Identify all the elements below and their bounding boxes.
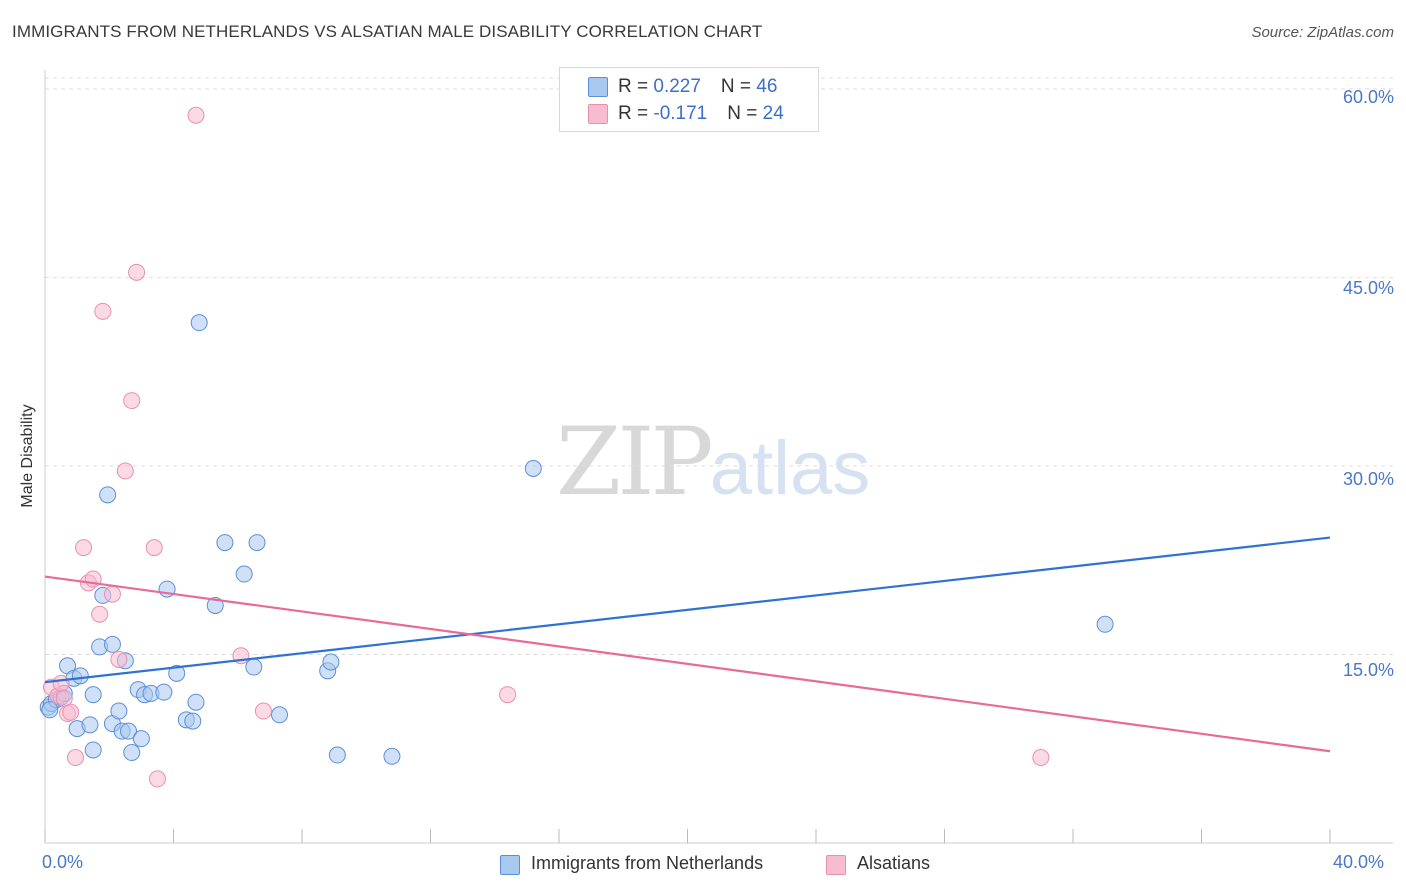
y-tick-label-30: 30.0% — [1342, 469, 1394, 489]
data-point — [132, 730, 150, 748]
data-point — [110, 702, 128, 720]
data-point — [128, 263, 146, 281]
y-tick-label-15: 15.0% — [1342, 660, 1394, 680]
data-point — [145, 539, 163, 557]
data-point — [1096, 615, 1114, 633]
data-point — [206, 596, 224, 614]
data-point — [1032, 749, 1050, 767]
data-point — [524, 459, 542, 477]
data-point — [71, 667, 89, 685]
data-point — [248, 534, 266, 552]
bottom-legend-label-blue: Immigrants from Netherlands — [531, 853, 764, 873]
data-point — [148, 770, 166, 788]
legend-swatch-blue — [588, 77, 608, 97]
data-point — [190, 314, 208, 332]
legend-swatch-pink — [588, 104, 608, 124]
y-tick-label-45: 45.0% — [1342, 278, 1394, 298]
data-point — [84, 686, 102, 704]
data-point — [383, 747, 401, 765]
data-point — [110, 650, 128, 668]
series-alsatians-points — [42, 106, 1050, 788]
data-point — [216, 534, 234, 552]
data-point — [187, 693, 205, 711]
data-point — [254, 702, 272, 720]
legend-n-value: 24 — [762, 103, 784, 124]
data-point — [52, 674, 70, 692]
legend-row-pink: R = -0.171 N = 24 — [618, 103, 784, 125]
data-point — [94, 302, 112, 320]
bottom-legend-swatch-pink — [826, 855, 846, 875]
data-point — [67, 749, 85, 767]
data-point — [328, 746, 346, 764]
data-point — [123, 392, 141, 410]
y-axis-label: Male Disability — [19, 404, 36, 508]
legend-r-label: R = — [618, 76, 654, 97]
watermark-zip: ZIP — [556, 408, 714, 517]
trend-lines — [44, 536, 1331, 753]
axes — [44, 70, 1393, 844]
data-point — [62, 703, 80, 721]
data-point — [91, 605, 109, 623]
data-point — [103, 585, 121, 603]
y-tick-label-60: 60.0% — [1342, 87, 1394, 107]
data-point — [168, 664, 186, 682]
source-label: Source: ZipAtlas.com — [1251, 24, 1394, 41]
series-immigrants-points — [39, 314, 1114, 765]
legend-n-label: N = — [727, 103, 763, 124]
data-point — [184, 712, 202, 730]
legend-r-label: R = — [618, 103, 654, 124]
legend-n-value: 46 — [756, 76, 778, 97]
data-point — [322, 653, 340, 671]
legend-row-blue: R = 0.227 N = 46 — [618, 76, 777, 98]
data-point — [187, 106, 205, 124]
data-point — [499, 686, 517, 704]
data-point — [120, 722, 138, 740]
trend-line-blue — [44, 536, 1331, 684]
data-point — [41, 701, 59, 719]
x-tick-label-max: 40.0% — [1333, 852, 1385, 872]
data-point — [123, 744, 141, 762]
watermark: ZIPatlas — [556, 408, 870, 517]
legend-n-label: N = — [720, 76, 757, 97]
chart-title: IMMIGRANTS FROM NETHERLANDS VS ALSATIAN … — [12, 22, 763, 41]
bottom-legend-swatch-blue — [500, 855, 520, 875]
data-point — [155, 683, 173, 701]
correlation-legend: R = 0.227 N = 46 R = -0.171 N = 24 — [559, 67, 819, 132]
data-point — [81, 716, 99, 734]
legend-r-value: -0.171 — [653, 103, 708, 124]
x-tick-label-min: 0.0% — [42, 852, 84, 872]
data-point — [235, 565, 253, 583]
watermark-atlas: atlas — [709, 426, 871, 511]
data-point — [271, 706, 289, 724]
bottom-legend-label-pink: Alsatians — [857, 853, 931, 873]
data-point — [116, 462, 134, 480]
data-point — [245, 658, 263, 676]
trend-line-pink — [44, 575, 1331, 753]
data-point — [99, 486, 117, 504]
data-point — [84, 741, 102, 759]
legend-r-value: 0.227 — [653, 76, 701, 97]
data-point — [103, 635, 121, 653]
data-point — [75, 539, 93, 557]
